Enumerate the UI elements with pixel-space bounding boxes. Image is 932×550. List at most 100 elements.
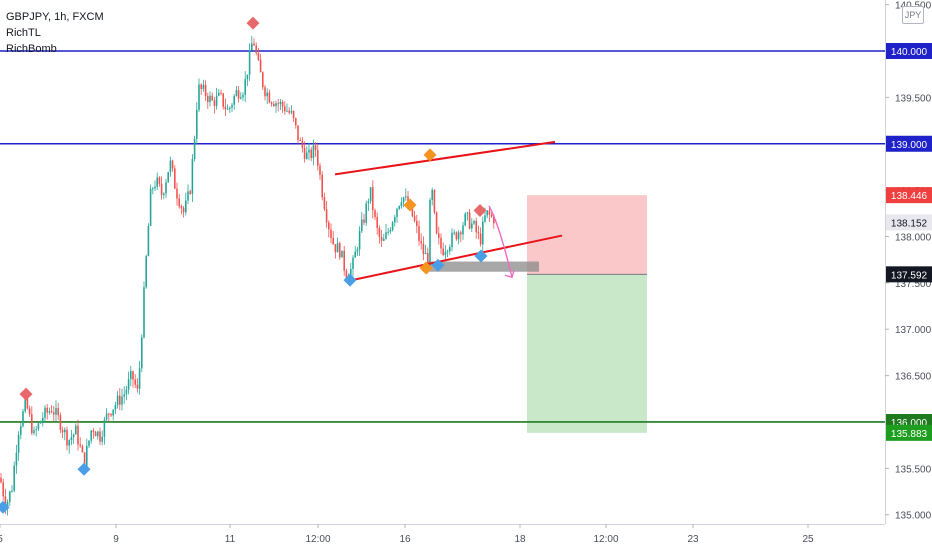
candle-body [145, 256, 147, 288]
candle-body [288, 110, 290, 113]
candle-body [286, 110, 288, 112]
candle-body [132, 371, 134, 380]
candle-body [147, 225, 150, 257]
candle-body [240, 97, 242, 99]
trendline-1[interactable] [351, 234, 563, 282]
candle-body [444, 251, 447, 256]
candle-body [383, 238, 385, 241]
candle-body [138, 368, 141, 389]
price-axis[interactable]: 135.000 135.500 136.500 137.000 137.500 138.0… [885, 1, 932, 522]
candle-body [358, 231, 361, 250]
time-tick-label-5: 18 [514, 534, 526, 545]
candle-body [372, 187, 374, 211]
candle-body [167, 172, 169, 183]
level-price-label-0: 140.000 [891, 47, 928, 58]
axis-price-label-1-bg [886, 214, 932, 231]
candle-body [81, 445, 84, 453]
candle-body [279, 102, 282, 104]
candle-body [191, 158, 194, 194]
candle-body [121, 396, 123, 405]
candle-body [310, 149, 312, 158]
price-tick-label-5: 138.000 [895, 232, 932, 243]
candle-body [39, 421, 42, 424]
signal-marker-peak-2 [473, 204, 487, 218]
level-price-label-0-bg [886, 43, 932, 60]
signal-marker-peak-1 [19, 387, 33, 401]
candle-body [488, 210, 491, 215]
candle-body [97, 431, 99, 437]
candle-body [196, 109, 198, 139]
axis-price-label-0-bg [886, 187, 932, 204]
candle-body [143, 287, 145, 338]
candle-body [453, 232, 455, 234]
candle-body [26, 399, 29, 409]
trendlines[interactable] [334, 140, 563, 282]
candle-body [251, 43, 253, 51]
candle-body [418, 226, 420, 241]
support-zone[interactable] [428, 261, 539, 272]
candle-body [482, 221, 484, 245]
candle-body [475, 220, 477, 233]
candle-body [83, 452, 86, 468]
candle-body [229, 107, 231, 109]
short-position-tool[interactable] [527, 195, 647, 433]
candle-body [378, 227, 381, 237]
candle-body [134, 379, 136, 385]
indicator-richtl-label[interactable]: RichTL [6, 27, 41, 39]
price-tick-label-7: 139.500 [895, 93, 932, 104]
price-tick-label-3: 137.000 [895, 325, 932, 336]
candle-body [174, 168, 176, 189]
forecast-arrow-line[interactable] [488, 205, 513, 278]
candle-body [178, 198, 180, 207]
candle-body [402, 197, 405, 203]
candle-body [154, 186, 156, 189]
candle-body [321, 174, 323, 198]
candle-body [224, 106, 227, 110]
forecast-arrow[interactable] [488, 205, 515, 279]
signal-marker-trough-8 [474, 249, 488, 263]
candle-body [198, 84, 200, 110]
signal-marker-peak-0 [246, 16, 260, 30]
candle-body [451, 232, 453, 248]
candle-body [110, 413, 112, 416]
candle-body [187, 191, 189, 201]
candle-body [2, 482, 4, 497]
time-tick-label-2: 11 [225, 534, 236, 545]
candle-body [477, 232, 480, 234]
candle-body [449, 247, 451, 252]
time-tick-label-8: 25 [802, 534, 814, 545]
symbol-title[interactable]: GBPJPY, 1h, FXCM [6, 11, 104, 23]
candle-body [136, 384, 139, 389]
indicator-richbomb-label[interactable]: RichBomb [6, 43, 57, 55]
currency-badge[interactable]: JPY [902, 6, 924, 24]
candle-body [396, 208, 398, 218]
support-zone-rect[interactable] [428, 261, 539, 272]
forecast-arrow-head[interactable] [504, 270, 515, 279]
candle-body [4, 496, 7, 509]
axis-price-label-3-bg [886, 424, 932, 441]
horizontal-levels[interactable] [0, 50, 885, 423]
candle-body [237, 90, 240, 99]
candle-body [427, 252, 429, 266]
candle-body [308, 149, 310, 153]
candle-body [105, 413, 108, 420]
candle-body [15, 452, 18, 466]
time-axis[interactable]: 5 9 11 12:00 16 18 12:00 23 25 [0, 524, 814, 545]
candle-body [431, 189, 433, 200]
candle-body [253, 43, 255, 46]
candle-body [323, 197, 326, 210]
candle-body [433, 189, 436, 213]
candle-body [387, 231, 389, 233]
take-profit-area[interactable] [527, 274, 647, 433]
trendline-0[interactable] [334, 140, 556, 176]
candle-body [336, 243, 339, 253]
candle-body [264, 87, 266, 97]
candle-body [233, 95, 235, 105]
candle-body [270, 102, 273, 104]
candle-body [88, 440, 90, 446]
signal-markers [0, 16, 488, 514]
candle-body [255, 45, 257, 53]
stop-loss-area[interactable] [527, 195, 647, 275]
candle-body [312, 145, 315, 158]
